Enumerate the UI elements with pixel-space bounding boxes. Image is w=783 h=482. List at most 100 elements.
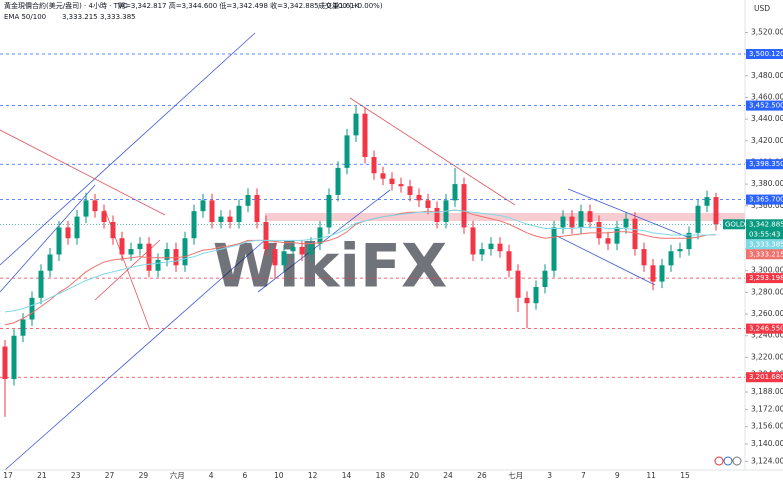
y-tick-label: 3,440.000 xyxy=(751,114,783,123)
watermark: WikiFX xyxy=(213,232,447,302)
candle-body xyxy=(497,243,503,252)
candle-body xyxy=(38,270,44,298)
candle-body xyxy=(713,197,719,225)
y-tick-label: 3,300.000 xyxy=(751,266,783,275)
candle-body xyxy=(650,265,656,282)
candle-body xyxy=(227,216,233,223)
trend-line xyxy=(567,188,691,239)
x-tick-label: 七月 xyxy=(508,471,523,480)
candle-body xyxy=(308,243,314,255)
candle-body xyxy=(623,218,629,228)
trend-line xyxy=(257,189,391,293)
candle-body xyxy=(263,222,269,250)
symbol-box xyxy=(723,219,745,230)
trend-line xyxy=(0,32,256,266)
candle-body xyxy=(668,251,674,266)
y-tick-label: 3,460.000 xyxy=(751,92,783,101)
ema-line xyxy=(4,209,717,313)
x-tick-label: 12 xyxy=(308,471,318,480)
y-tick-label: 3,360.000 xyxy=(751,201,783,210)
symbol: 黃金現價合約(美元/盎司) · 4小時 · TVC xyxy=(4,1,128,10)
indicator-name: EMA 50/100 xyxy=(4,13,46,21)
icon[interactable] xyxy=(723,456,733,466)
candle-body xyxy=(434,207,440,223)
x-tick-label: 20 xyxy=(409,471,419,480)
currency: USD xyxy=(754,4,770,13)
y-tick-label: 3,240.000 xyxy=(751,331,783,340)
candle-body xyxy=(479,249,485,255)
candle-body xyxy=(632,218,638,250)
candle-body xyxy=(218,216,224,223)
candle-body xyxy=(542,270,548,287)
symbol-label: GOLD xyxy=(725,220,745,228)
candle-body xyxy=(65,227,71,239)
price-box xyxy=(746,49,783,60)
x-tick-label: 9 xyxy=(615,471,620,480)
candle-body xyxy=(299,246,305,255)
candle-body xyxy=(425,200,431,208)
x-tick-label: 六月 xyxy=(170,470,185,480)
y-tick-label: 3,420.000 xyxy=(751,136,783,145)
candle-body xyxy=(47,254,53,271)
candle-body xyxy=(326,194,332,228)
candle-body xyxy=(236,205,242,223)
candle-body xyxy=(407,186,413,195)
candle-body xyxy=(245,194,251,206)
tool-icons[interactable] xyxy=(714,456,742,466)
y-tick-label: 3,172.000 xyxy=(751,404,783,413)
y-tick-label: 3,380.000 xyxy=(751,179,783,188)
x-tick-label: 18 xyxy=(376,471,386,480)
icon[interactable] xyxy=(732,456,742,466)
candle-body xyxy=(560,216,566,228)
x-tick-label: 23 xyxy=(71,471,81,480)
x-tick-label: 15 xyxy=(680,471,690,480)
candle-body xyxy=(74,216,80,239)
candle-body xyxy=(272,249,278,266)
candle-body xyxy=(569,216,575,228)
candle-body xyxy=(146,243,152,271)
candle-body xyxy=(290,246,296,252)
trend-line xyxy=(4,239,266,471)
candle-body xyxy=(452,184,458,201)
candle-body xyxy=(335,167,341,195)
candle-body xyxy=(488,243,494,250)
candle-body xyxy=(695,205,701,233)
x-tick-label: 14 xyxy=(342,471,352,480)
x-tick-label: 10 xyxy=(274,471,284,480)
candle-body xyxy=(173,249,179,266)
candle-body xyxy=(659,265,665,282)
candle-body xyxy=(344,135,350,168)
candle-body xyxy=(2,346,8,380)
candle-body xyxy=(92,200,98,212)
candle-body xyxy=(119,238,125,255)
candle-body xyxy=(587,211,593,223)
candle-body xyxy=(380,173,386,179)
drawings xyxy=(0,32,691,471)
candle-body xyxy=(641,249,647,266)
y-tick-label: 3,124.000 xyxy=(751,456,783,465)
x-tick-label: 29 xyxy=(139,471,149,480)
y-tick-label: 3,520.000 xyxy=(751,27,783,36)
candle-body xyxy=(353,113,359,136)
candle-body xyxy=(362,113,368,158)
price-box-label: 3,365.700 xyxy=(749,196,783,204)
candle-body xyxy=(101,211,107,223)
candle-body xyxy=(29,297,35,320)
price-box xyxy=(746,194,783,205)
x-tick-label: 11 xyxy=(646,471,656,480)
ema-label: 3,333.385 xyxy=(749,240,783,248)
candle-body xyxy=(128,249,134,255)
y-tick-label: 3,260.000 xyxy=(751,309,783,318)
y-tick-label: 3,480.000 xyxy=(751,71,783,80)
y-tick-label: 3,188.000 xyxy=(751,387,783,396)
price-box-label: 3,293.198 xyxy=(749,274,783,282)
candle-body xyxy=(578,211,584,228)
candle-body xyxy=(461,184,467,228)
price-box-label: 3,398.350 xyxy=(749,160,783,168)
icon[interactable] xyxy=(714,456,724,466)
price-box-label: 3,500.120 xyxy=(749,50,783,58)
last-price-label: 3,342.885 xyxy=(749,220,783,228)
x-tick-label: 24 xyxy=(443,471,453,480)
candle-body xyxy=(281,251,287,266)
